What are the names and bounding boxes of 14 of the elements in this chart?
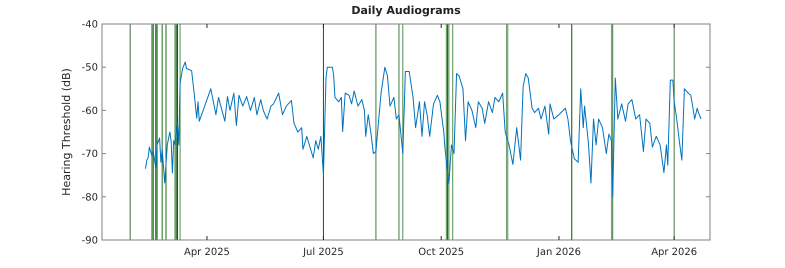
x-tick-label: Apr 2026 <box>651 247 698 258</box>
y-tick-label: -40 <box>82 20 98 30</box>
x-tick-label: Apr 2025 <box>184 247 230 258</box>
x-tick-label: Jan 2026 <box>536 247 581 258</box>
line-series <box>145 62 702 198</box>
y-tick-label: -50 <box>82 62 98 74</box>
y-tick-label: -70 <box>82 149 98 160</box>
chart-title: Daily Audiograms <box>351 4 462 17</box>
y-axis-title: Hearing Threshold (dB) <box>60 68 73 196</box>
x-tick-label: Jul 2025 <box>302 247 344 258</box>
y-tick-label: -90 <box>82 236 98 246</box>
y-tick-label: -60 <box>82 106 98 117</box>
y-tick-label: -80 <box>82 192 98 204</box>
x-tick-label: Oct 2025 <box>418 247 464 258</box>
